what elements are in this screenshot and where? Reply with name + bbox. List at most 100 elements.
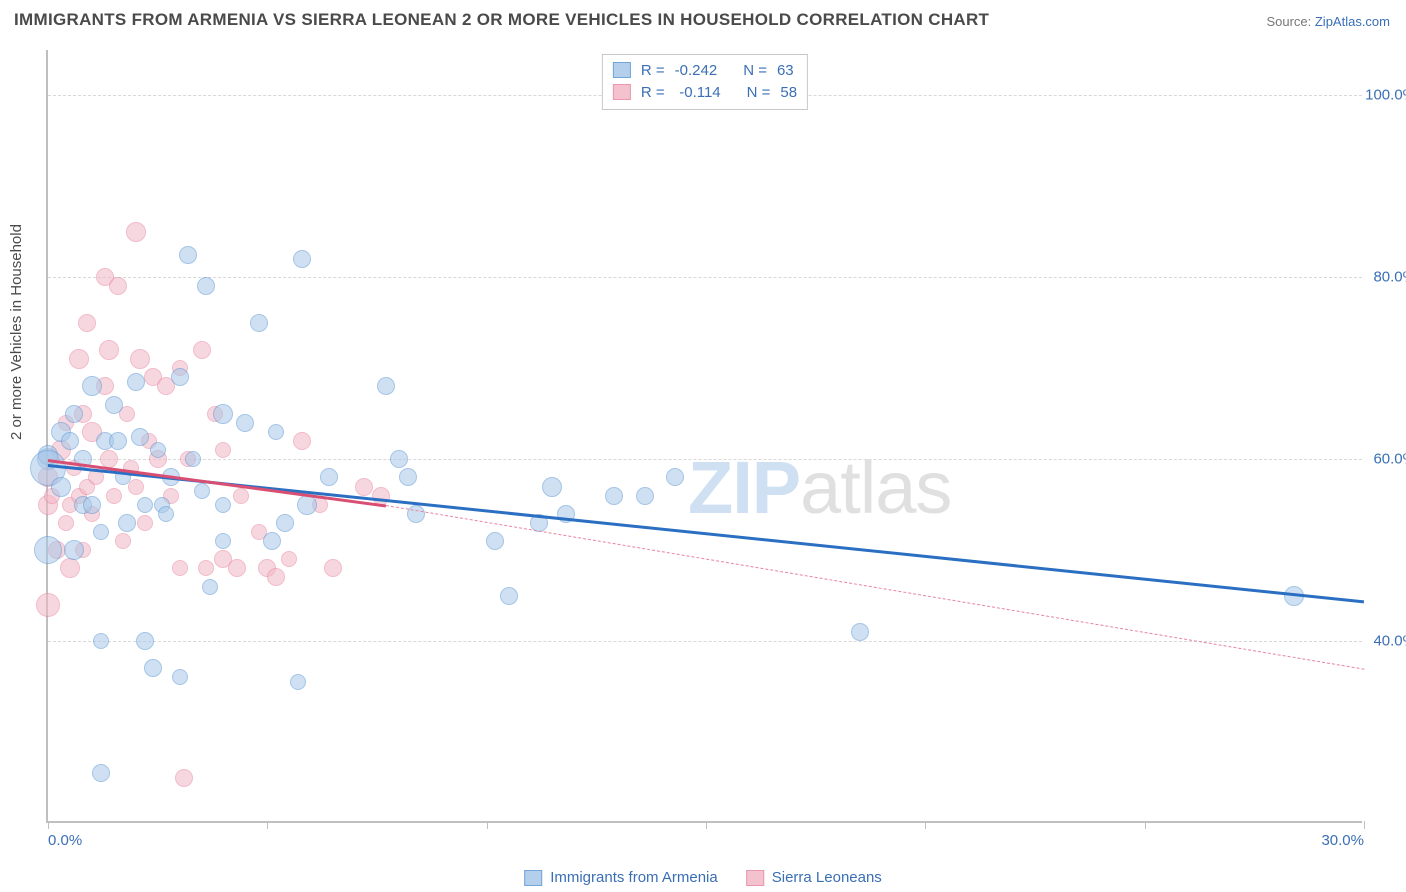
scatter-point [83, 496, 101, 514]
scatter-point [109, 277, 127, 295]
scatter-point [193, 341, 211, 359]
scatter-point [263, 532, 281, 550]
scatter-point [126, 222, 146, 242]
scatter-point [215, 442, 231, 458]
scatter-point [179, 246, 197, 264]
chart-title: IMMIGRANTS FROM ARMENIA VS SIERRA LEONEA… [14, 10, 989, 30]
source-prefix: Source: [1266, 14, 1314, 29]
scatter-point [390, 450, 408, 468]
scatter-point [137, 497, 153, 513]
ytick-label: 40.0% [1373, 633, 1406, 650]
legend-swatch-0 [613, 62, 631, 78]
scatter-point [605, 487, 623, 505]
scatter-point [175, 769, 193, 787]
xtick-mark [1145, 821, 1146, 829]
r-value-0: -0.242 [675, 62, 718, 79]
n-label: N = [747, 84, 771, 101]
ytick-label: 60.0% [1373, 451, 1406, 468]
xtick-label: 30.0% [1321, 832, 1364, 849]
xtick-mark [925, 821, 926, 829]
scatter-point [215, 497, 231, 513]
legend-swatch-1 [613, 84, 631, 100]
scatter-point [137, 515, 153, 531]
xtick-mark [706, 821, 707, 829]
scatter-point [202, 579, 218, 595]
n-label: N = [743, 62, 767, 79]
watermark-atlas: atlas [800, 446, 951, 529]
scatter-point [500, 587, 518, 605]
scatter-point [268, 424, 284, 440]
scatter-point [172, 560, 188, 576]
scatter-point [144, 659, 162, 677]
scatter-point [34, 536, 62, 564]
scatter-point [197, 277, 215, 295]
scatter-point [297, 495, 317, 515]
scatter-point [355, 478, 373, 496]
n-value-1: 58 [780, 84, 797, 101]
scatter-point [486, 532, 504, 550]
scatter-point [171, 368, 189, 386]
scatter-point [185, 451, 201, 467]
scatter-point [115, 533, 131, 549]
scatter-point [106, 488, 122, 504]
gridline-h [48, 641, 1362, 642]
xtick-mark [487, 821, 488, 829]
legend-top: R = -0.242 N = 63 R = -0.114 N = 58 [602, 54, 808, 110]
n-value-0: 63 [777, 62, 794, 79]
scatter-point [636, 487, 654, 505]
scatter-point [666, 468, 684, 486]
xtick-mark [48, 821, 49, 829]
scatter-point [109, 432, 127, 450]
ytick-label: 100.0% [1365, 87, 1406, 104]
r-value-1: -0.114 [675, 84, 721, 101]
source-link[interactable]: ZipAtlas.com [1315, 14, 1390, 29]
legend-bottom-item-1: Sierra Leoneans [746, 869, 882, 886]
scatter-point [69, 349, 89, 369]
xtick-label: 0.0% [48, 832, 82, 849]
scatter-point [92, 764, 110, 782]
scatter-point [290, 674, 306, 690]
xtick-mark [1364, 821, 1365, 829]
scatter-point [158, 506, 174, 522]
watermark: ZIPatlas [688, 445, 951, 530]
scatter-point [267, 568, 285, 586]
scatter-point [276, 514, 294, 532]
scatter-point [82, 376, 102, 396]
legend-bottom: Immigrants from Armenia Sierra Leoneans [524, 869, 882, 886]
scatter-point [36, 593, 60, 617]
legend-swatch-bottom-0 [524, 870, 542, 886]
scatter-point [105, 396, 123, 414]
watermark-zip: ZIP [688, 446, 800, 529]
scatter-point [407, 505, 425, 523]
plot-area: ZIPatlas R = -0.242 N = 63 R = -0.114 N … [46, 50, 1362, 823]
scatter-point [128, 479, 144, 495]
scatter-point [150, 442, 166, 458]
legend-swatch-bottom-1 [746, 870, 764, 886]
legend-top-row-1: R = -0.114 N = 58 [613, 81, 797, 103]
scatter-point [172, 669, 188, 685]
scatter-point [377, 377, 395, 395]
legend-label-1: Sierra Leoneans [772, 869, 882, 886]
scatter-point [542, 477, 562, 497]
scatter-point [324, 559, 342, 577]
scatter-point [198, 560, 214, 576]
scatter-point [93, 633, 109, 649]
scatter-point [233, 488, 249, 504]
gridline-h [48, 277, 1362, 278]
scatter-point [131, 428, 149, 446]
r-label: R = [641, 84, 665, 101]
scatter-point [99, 340, 119, 360]
scatter-point [64, 540, 84, 560]
scatter-point [118, 514, 136, 532]
scatter-point [281, 551, 297, 567]
scatter-point [250, 314, 268, 332]
scatter-point [93, 524, 109, 540]
source-attribution: Source: ZipAtlas.com [1266, 14, 1390, 29]
scatter-point [130, 349, 150, 369]
scatter-point [228, 559, 246, 577]
legend-bottom-item-0: Immigrants from Armenia [524, 869, 718, 886]
ytick-label: 80.0% [1373, 269, 1406, 286]
scatter-point [136, 632, 154, 650]
scatter-point [194, 483, 210, 499]
legend-label-0: Immigrants from Armenia [550, 869, 718, 886]
